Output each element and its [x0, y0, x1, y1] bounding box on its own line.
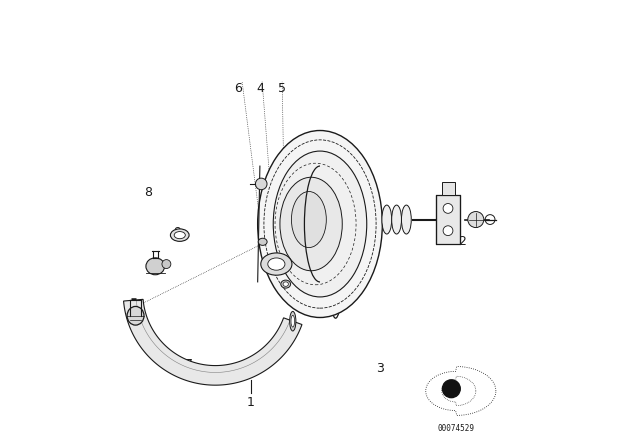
Ellipse shape: [174, 232, 186, 239]
Ellipse shape: [382, 205, 392, 234]
Polygon shape: [124, 299, 302, 385]
Ellipse shape: [392, 205, 401, 234]
Ellipse shape: [291, 191, 326, 248]
Ellipse shape: [283, 282, 289, 286]
Text: 7: 7: [185, 358, 193, 371]
Ellipse shape: [281, 280, 291, 288]
Circle shape: [443, 203, 453, 213]
Ellipse shape: [280, 177, 342, 271]
Ellipse shape: [258, 238, 267, 246]
Ellipse shape: [273, 151, 367, 297]
Circle shape: [255, 178, 267, 190]
Text: 4: 4: [256, 82, 264, 95]
Text: 3: 3: [376, 362, 384, 375]
Text: 8: 8: [145, 186, 152, 199]
Ellipse shape: [170, 229, 189, 241]
Text: 9: 9: [173, 226, 182, 239]
Ellipse shape: [146, 258, 164, 275]
Ellipse shape: [268, 258, 285, 270]
Ellipse shape: [258, 130, 382, 318]
Circle shape: [443, 226, 453, 236]
Ellipse shape: [401, 205, 412, 234]
Ellipse shape: [127, 306, 144, 325]
Ellipse shape: [290, 311, 296, 331]
Text: 5: 5: [278, 82, 286, 95]
Bar: [442, 182, 455, 195]
Ellipse shape: [291, 315, 294, 327]
Circle shape: [442, 380, 460, 398]
Text: 6: 6: [234, 82, 241, 95]
Bar: [436, 195, 460, 244]
Circle shape: [162, 260, 171, 268]
Text: 00074529: 00074529: [437, 424, 474, 433]
Text: 2: 2: [458, 235, 467, 248]
Text: 1: 1: [247, 396, 255, 409]
Circle shape: [468, 211, 484, 228]
Ellipse shape: [260, 253, 292, 275]
